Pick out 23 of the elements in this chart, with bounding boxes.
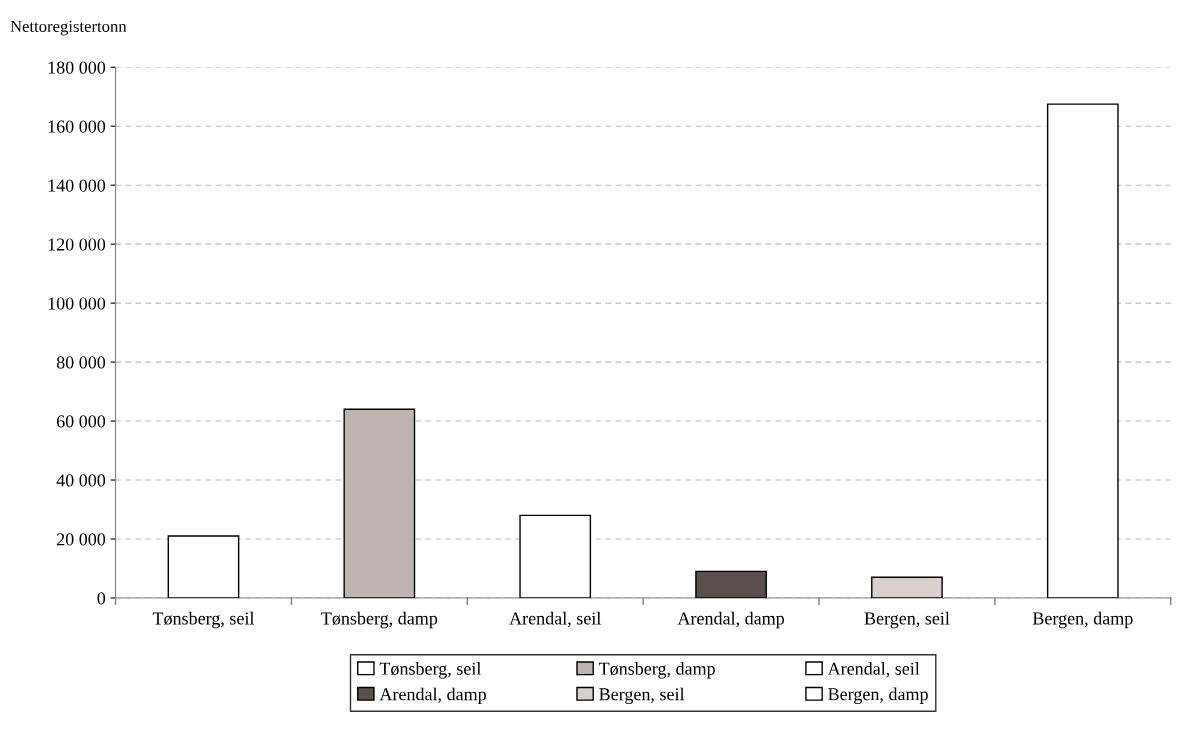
y-tick-label: 160 000 — [48, 120, 106, 133]
legend-label: Bergen, damp — [828, 687, 928, 705]
y-tick-label: 120 000 — [48, 238, 106, 251]
legend-label: Arendal, seil — [827, 662, 920, 678]
legend-label: Tønsberg, seil — [379, 662, 482, 679]
y-tick-label: 80 000 — [56, 356, 106, 369]
y-tick-label: 0 — [97, 592, 106, 605]
y-tick-label: 40 000 — [56, 474, 106, 487]
y-tick-label: 180 000 — [48, 61, 106, 74]
x-tick-label: Tønsberg, seil — [152, 611, 255, 629]
x-tick-label: Arendal, damp — [677, 611, 785, 629]
legend-label: Arendal, damp — [379, 687, 486, 705]
y-tick-label: 60 000 — [56, 415, 106, 428]
y-tick-label: 140 000 — [48, 179, 106, 192]
y-axis-title: Nettoregistertonn — [10, 20, 127, 36]
legend-label: Tønsberg, damp — [598, 662, 715, 679]
x-tick-label: Arendal, seil — [509, 611, 601, 628]
legend-label: Bergen, seil — [599, 687, 685, 705]
y-tick-label: 100 000 — [48, 297, 106, 310]
x-tick-label: Tønsberg, damp — [321, 611, 438, 629]
x-tick-label: Bergen, damp — [1032, 611, 1133, 629]
y-tick-label: 20 000 — [56, 533, 106, 546]
x-tick-label: Bergen, seil — [864, 611, 950, 629]
